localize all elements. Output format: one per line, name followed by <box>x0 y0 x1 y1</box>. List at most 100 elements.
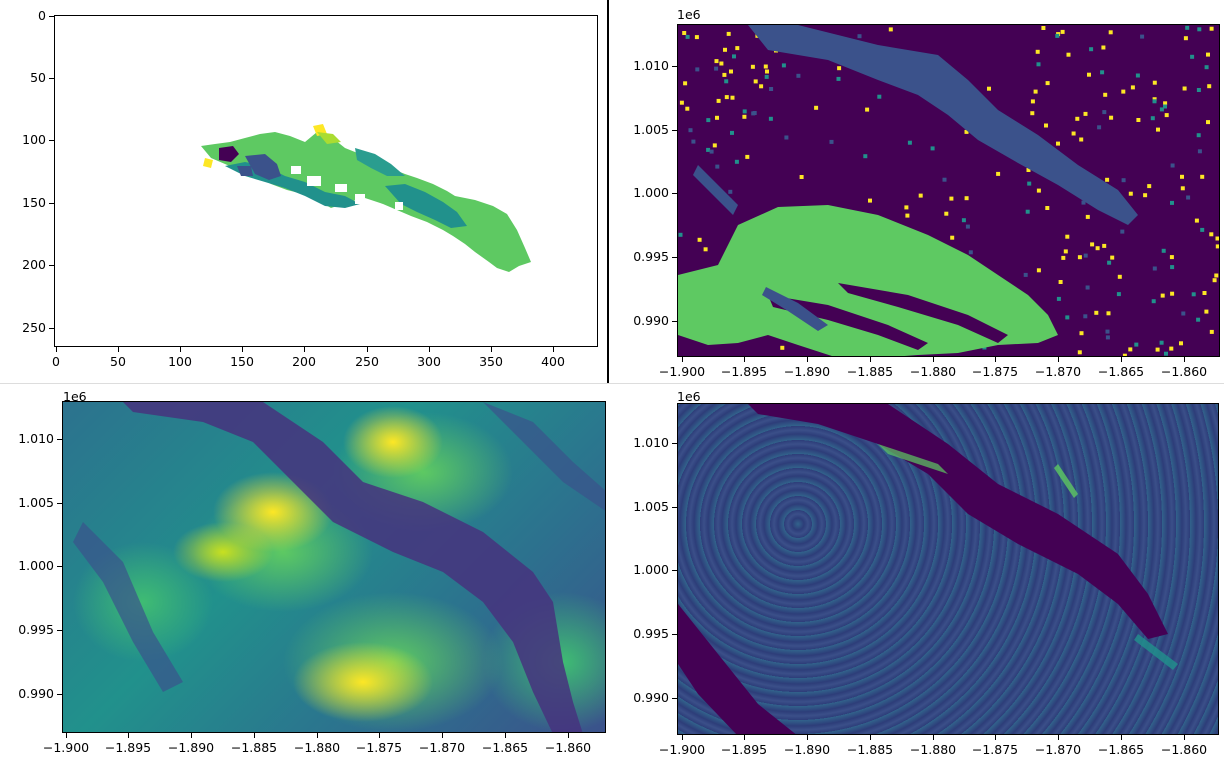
y-tick-label: 200 <box>22 257 46 272</box>
class-speckle <box>714 66 719 71</box>
y-tick-mark <box>672 130 677 131</box>
x-tick-label: −1.880 <box>909 742 957 757</box>
class-speckle <box>1197 27 1202 32</box>
class-speckle <box>1033 89 1038 94</box>
class-speckle <box>907 140 912 145</box>
class-speckle <box>1083 253 1088 258</box>
class-speckle <box>904 205 909 210</box>
class-speckle <box>877 94 882 99</box>
x-tick-mark <box>1184 735 1185 740</box>
class-speckle <box>961 218 966 223</box>
x-tick-mark <box>870 357 871 362</box>
class-speckle <box>685 34 690 39</box>
y-tick-label: 1.005 <box>18 495 54 510</box>
class-speckle <box>950 235 955 240</box>
x-tick-label: −1.880 <box>293 740 341 755</box>
region-gap <box>335 184 347 192</box>
panel-top-right: 1e6 1.010 1.005 1.000 0.995 0.990 −1.900 −1.8… <box>612 0 1224 384</box>
class-speckle <box>784 135 789 140</box>
class-speckle <box>1150 116 1155 121</box>
class-speckle <box>1200 174 1205 179</box>
class-speckle <box>1060 29 1065 34</box>
class-speckle <box>1170 265 1175 270</box>
x-tick-mark <box>1058 357 1059 362</box>
x-tick-label: −1.900 <box>42 740 90 755</box>
y-tick-label: 250 <box>22 320 46 335</box>
class-speckle <box>829 139 834 144</box>
class-speckle <box>729 69 733 74</box>
x-tick-label: −1.895 <box>720 364 768 379</box>
class-speckle <box>683 81 688 86</box>
y-tick-mark <box>49 265 54 266</box>
valley-main <box>123 402 583 732</box>
class-speckle <box>1147 184 1152 189</box>
y-tick-label: 0.995 <box>633 249 669 264</box>
x-tick-mark <box>242 347 243 352</box>
class-speckle <box>1106 311 1111 316</box>
class-speckle <box>1215 244 1219 249</box>
class-speckle <box>857 34 862 39</box>
class-speckle <box>764 74 769 79</box>
class-speckle <box>1075 116 1080 121</box>
class-speckle <box>1164 351 1168 356</box>
class-speckle <box>719 61 724 66</box>
class-speckle <box>1083 314 1088 319</box>
x-tick-label: −1.895 <box>104 740 152 755</box>
class-speckle <box>1169 255 1174 260</box>
class-speckle <box>1063 249 1068 254</box>
class-speckle <box>1036 62 1041 67</box>
class-speckle <box>930 146 935 151</box>
y-tick-label: 1.000 <box>633 185 669 200</box>
class-speckle <box>1155 347 1160 352</box>
class-speckle <box>781 63 786 68</box>
class-speckle <box>1207 84 1212 89</box>
x-tick-mark <box>995 357 996 362</box>
class-speckle <box>1110 255 1115 260</box>
divider-vertical <box>607 0 609 384</box>
y-tick-label: 0.990 <box>633 313 669 328</box>
y-tick-mark <box>672 698 677 699</box>
x-tick-mark <box>1121 735 1122 740</box>
class-speckle <box>1056 141 1060 146</box>
class-speckle <box>1179 341 1183 346</box>
class-speckle <box>888 27 893 32</box>
y-tick-label: 1.000 <box>18 558 54 573</box>
x-tick-mark <box>744 357 745 362</box>
class-speckle <box>1200 227 1205 232</box>
class-speckle <box>1108 30 1113 35</box>
class-speckle <box>968 250 973 255</box>
x-tick-label: −1.865 <box>481 740 529 755</box>
x-tick-mark <box>1058 735 1059 740</box>
y-tick-label: 0.995 <box>18 622 54 637</box>
x-tick-label: 250 <box>355 354 379 369</box>
offset-label: 1e6 <box>677 7 701 22</box>
class-speckle <box>1209 329 1214 334</box>
class-speckle <box>682 31 687 35</box>
class-speckle <box>745 154 750 159</box>
valley-overlay <box>73 402 605 732</box>
slope-overlay <box>678 404 1178 734</box>
plot-area-2 <box>677 24 1220 357</box>
y-tick-label: 1.010 <box>633 58 669 73</box>
class-speckle <box>1041 26 1046 30</box>
class-speckle <box>1181 311 1186 316</box>
class-speckle <box>780 345 785 350</box>
class-speckle <box>763 64 768 69</box>
class-speckle <box>726 31 731 36</box>
valley-right <box>483 402 605 511</box>
x-tick-label: −1.875 <box>971 364 1019 379</box>
y-tick-mark <box>672 193 677 194</box>
x-tick-label: −1.865 <box>1097 364 1145 379</box>
y-tick-label: 1.010 <box>18 431 54 446</box>
class-speckle <box>728 189 733 194</box>
class-speckle <box>1065 315 1070 320</box>
class-speckle <box>1077 255 1082 260</box>
region-shape-yellow-2 <box>203 158 213 168</box>
class-speckle <box>1066 52 1071 57</box>
x-tick-mark <box>933 735 934 740</box>
region-gap <box>355 194 365 204</box>
class-speckle <box>1143 193 1148 198</box>
class-speckle <box>1065 234 1070 239</box>
class-speckle <box>1209 26 1214 31</box>
y-tick-label: 0.990 <box>633 690 669 705</box>
